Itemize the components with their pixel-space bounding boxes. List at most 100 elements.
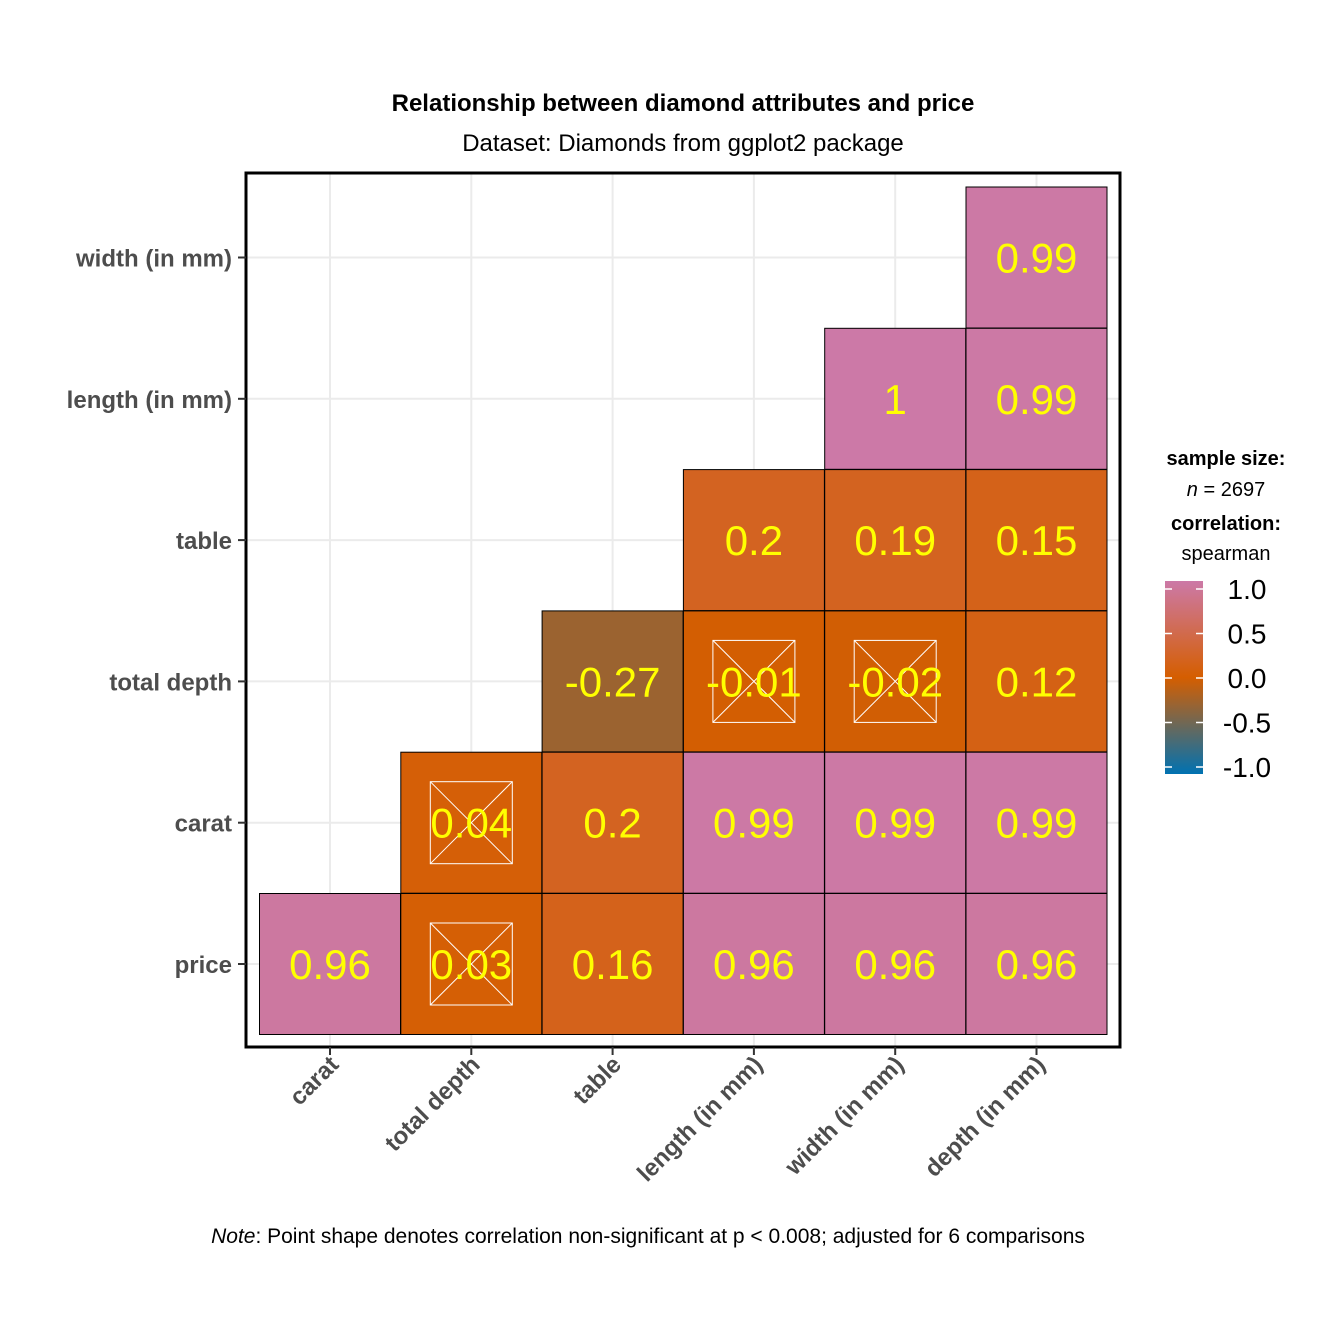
cell-value-label: 0.99 — [996, 800, 1078, 847]
legend: sample size: n = 2697 correlation: spear… — [1165, 448, 1285, 783]
cell-value-label: -0.27 — [565, 658, 661, 705]
cell-tile — [965, 327, 1108, 470]
x-tick-label-table: table — [568, 1051, 627, 1110]
cell-tile — [965, 186, 1108, 329]
y-tick-label-total-depth: total depth — [109, 669, 232, 696]
cell-value-label: -0.02 — [847, 658, 943, 705]
cell-tile — [824, 469, 967, 612]
cell-total-depth-depth-in-mm: 0.12 — [965, 610, 1108, 753]
legend-correlation-title: correlation: — [1171, 513, 1281, 535]
cell-price-table: 0.16 — [541, 893, 684, 1035]
x-tick-label-total-depth: total depth — [380, 1051, 486, 1157]
cell-carat-total-depth: 0.04 — [400, 751, 543, 894]
legend-method: spearman — [1182, 543, 1271, 565]
y-tick-label-length-in-mm: length (in mm) — [67, 387, 232, 414]
cell-price-length-in-mm: 0.96 — [682, 893, 825, 1035]
cell-tile — [682, 893, 825, 1035]
x-tick-label-width-in-mm: width (in mm) — [779, 1051, 909, 1181]
cell-price-carat: 0.96 — [259, 893, 401, 1035]
cell-value-label: 0.99 — [854, 800, 936, 847]
marker-diagonal — [712, 640, 796, 723]
panel-border — [244, 171, 1122, 1049]
cell-value-label: 0.12 — [996, 658, 1078, 705]
x-tick-label-length-in-mm: length (in mm) — [632, 1051, 768, 1187]
cell-table-depth-in-mm: 0.15 — [965, 469, 1108, 612]
cell-carat-table: 0.2 — [541, 751, 684, 894]
y-tick-label-table: table — [176, 528, 232, 555]
cell-price-width-in-mm: 0.96 — [824, 893, 967, 1035]
cell-value-label: 0.96 — [996, 941, 1078, 988]
cell-total-depth-width-in-mm: -0.02 — [824, 610, 967, 753]
nonsignificant-marker — [712, 639, 796, 723]
cell-total-depth-table: -0.27 — [541, 610, 684, 753]
cell-value-label: 0.99 — [713, 800, 795, 847]
cell-tile — [965, 751, 1108, 894]
heatmap-cells: 0.96 0.03 0.16 0.96 0.96 0.96 0.04 0.2 0.99 0.99 0… — [259, 186, 1108, 1035]
legend-sample-size: n = 2697 — [1187, 479, 1265, 501]
cell-value-label: 0.96 — [713, 941, 795, 988]
cell-price-depth-in-mm: 0.96 — [965, 893, 1108, 1035]
legend-tick-label: 1.0 — [1228, 574, 1267, 605]
cell-table-width-in-mm: 0.19 — [824, 469, 967, 612]
cell-tile — [259, 893, 401, 1035]
cell-value-label: 1 — [884, 376, 907, 423]
cell-width-in-mm-depth-in-mm: 0.99 — [965, 186, 1108, 329]
caption-note: Note — [211, 1225, 255, 1248]
cell-tile — [541, 751, 684, 894]
marker-diagonal — [429, 781, 513, 865]
cell-value-label: 0.04 — [430, 800, 512, 847]
cell-length-in-mm-depth-in-mm: 0.99 — [965, 327, 1108, 470]
cell-value-label: 0.99 — [996, 376, 1078, 423]
cell-tile — [965, 610, 1108, 753]
marker-square — [712, 639, 796, 723]
nonsignificant-marker — [429, 781, 513, 865]
cell-tile — [965, 469, 1108, 612]
cell-total-depth-length-in-mm: -0.01 — [682, 610, 825, 753]
cell-price-total-depth: 0.03 — [400, 893, 543, 1035]
cell-carat-width-in-mm: 0.99 — [824, 751, 967, 894]
cell-tile — [541, 610, 684, 753]
nonsignificant-marker — [853, 639, 937, 723]
x-tick-label-carat: carat — [285, 1051, 345, 1111]
legend-tick-label: -1.0 — [1223, 752, 1271, 783]
cell-value-label: -0.01 — [706, 658, 802, 705]
cell-tile — [824, 327, 967, 470]
cell-value-label: 0.16 — [572, 941, 654, 988]
legend-tick-label: 0.5 — [1228, 619, 1267, 650]
marker-square — [429, 781, 513, 865]
cell-tile — [965, 893, 1108, 1035]
x-tick-label-depth-in-mm: depth (in mm) — [919, 1051, 1050, 1182]
cell-value-label: 0.19 — [854, 517, 936, 564]
cell-tile — [824, 751, 967, 894]
marker-square — [429, 922, 513, 1006]
cell-value-label: 0.96 — [289, 941, 371, 988]
legend-n-value: = 2697 — [1198, 479, 1265, 501]
legend-ticks: 1.0 0.5 0.0 -0.5 -1.0 — [1165, 574, 1271, 783]
legend-tick-label: 0.0 — [1228, 663, 1267, 694]
cell-length-in-mm-width-in-mm: 1 — [824, 327, 967, 470]
cell-value-label: 0.96 — [854, 941, 936, 988]
cell-tile — [824, 893, 967, 1035]
cell-value-label: 0.15 — [996, 517, 1078, 564]
cell-carat-depth-in-mm: 0.99 — [965, 751, 1108, 894]
cell-table-length-in-mm: 0.2 — [682, 469, 825, 612]
cell-tile — [682, 469, 825, 612]
y-tick-label-width-in-mm: width (in mm) — [75, 246, 232, 273]
nonsignificant-marker — [429, 922, 513, 1006]
marker-square — [853, 639, 937, 723]
marker-diagonal — [429, 922, 513, 1006]
legend-tick-label: -0.5 — [1223, 708, 1271, 739]
caption-text: : Point shape denotes correlation non-si… — [255, 1225, 1084, 1248]
cell-value-label: 0.99 — [996, 235, 1078, 282]
chart-caption: Note: Point shape denotes correlation no… — [211, 1225, 1085, 1248]
legend-sample-size-title: sample size: — [1167, 448, 1286, 470]
cell-tile — [682, 751, 825, 894]
cell-tile — [541, 893, 684, 1035]
chart-subtitle: Dataset: Diamonds from ggplot2 package — [462, 130, 904, 157]
cell-carat-length-in-mm: 0.99 — [682, 751, 825, 894]
chart-title: Relationship between diamond attributes … — [392, 90, 975, 117]
cell-value-label: 0.2 — [583, 800, 641, 847]
y-tick-label-price: price — [175, 952, 232, 979]
y-tick-label-carat: carat — [175, 811, 232, 838]
